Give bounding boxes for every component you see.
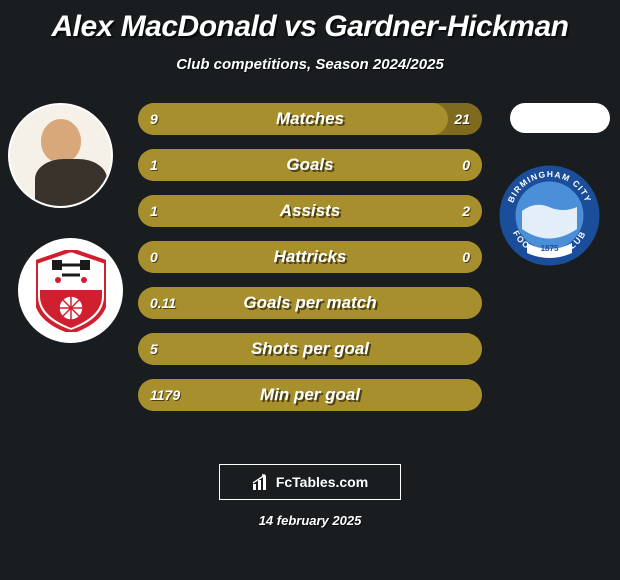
stat-label: Matches (138, 109, 482, 129)
stat-row: 1Goals0 (138, 149, 482, 181)
stat-row: 0.11Goals per match (138, 287, 482, 319)
stat-bars: 9Matches211Goals01Assists20Hattricks00.1… (138, 103, 482, 425)
stat-row: 0Hattricks0 (138, 241, 482, 273)
stat-label: Shots per goal (138, 339, 482, 359)
page-subtitle: Club competitions, Season 2024/2025 (0, 56, 620, 73)
stat-label: Goals per match (138, 293, 482, 313)
stat-value-right: 0 (462, 249, 470, 265)
footer-brand-text: FcTables.com (276, 474, 368, 490)
stat-label: Hattricks (138, 247, 482, 267)
player-right-avatar (510, 103, 610, 133)
club-left-crest (18, 238, 123, 343)
stat-row: 1179Min per goal (138, 379, 482, 411)
stat-value-right: 2 (462, 203, 470, 219)
club-right-crest: BIRMINGHAM CITY FOOTBALL CLUB 1875 (497, 163, 602, 268)
stat-row: 9Matches21 (138, 103, 482, 135)
stat-value-right: 21 (454, 111, 470, 127)
stat-label: Min per goal (138, 385, 482, 405)
rotherham-crest-icon (36, 250, 106, 332)
footer-brand: FcTables.com (219, 464, 401, 500)
stat-row: 5Shots per goal (138, 333, 482, 365)
stat-label: Assists (138, 201, 482, 221)
stat-value-right: 0 (462, 157, 470, 173)
footer-date: 14 february 2025 (0, 513, 620, 528)
stat-label: Goals (138, 155, 482, 175)
fctables-logo-icon (252, 473, 270, 491)
avatar-silhouette-icon (35, 119, 87, 208)
svg-text:1875: 1875 (541, 244, 559, 253)
stat-row: 1Assists2 (138, 195, 482, 227)
page-title: Alex MacDonald vs Gardner-Hickman (0, 0, 620, 44)
birmingham-crest-icon: BIRMINGHAM CITY FOOTBALL CLUB 1875 (497, 163, 602, 268)
player-left-avatar (8, 103, 113, 208)
